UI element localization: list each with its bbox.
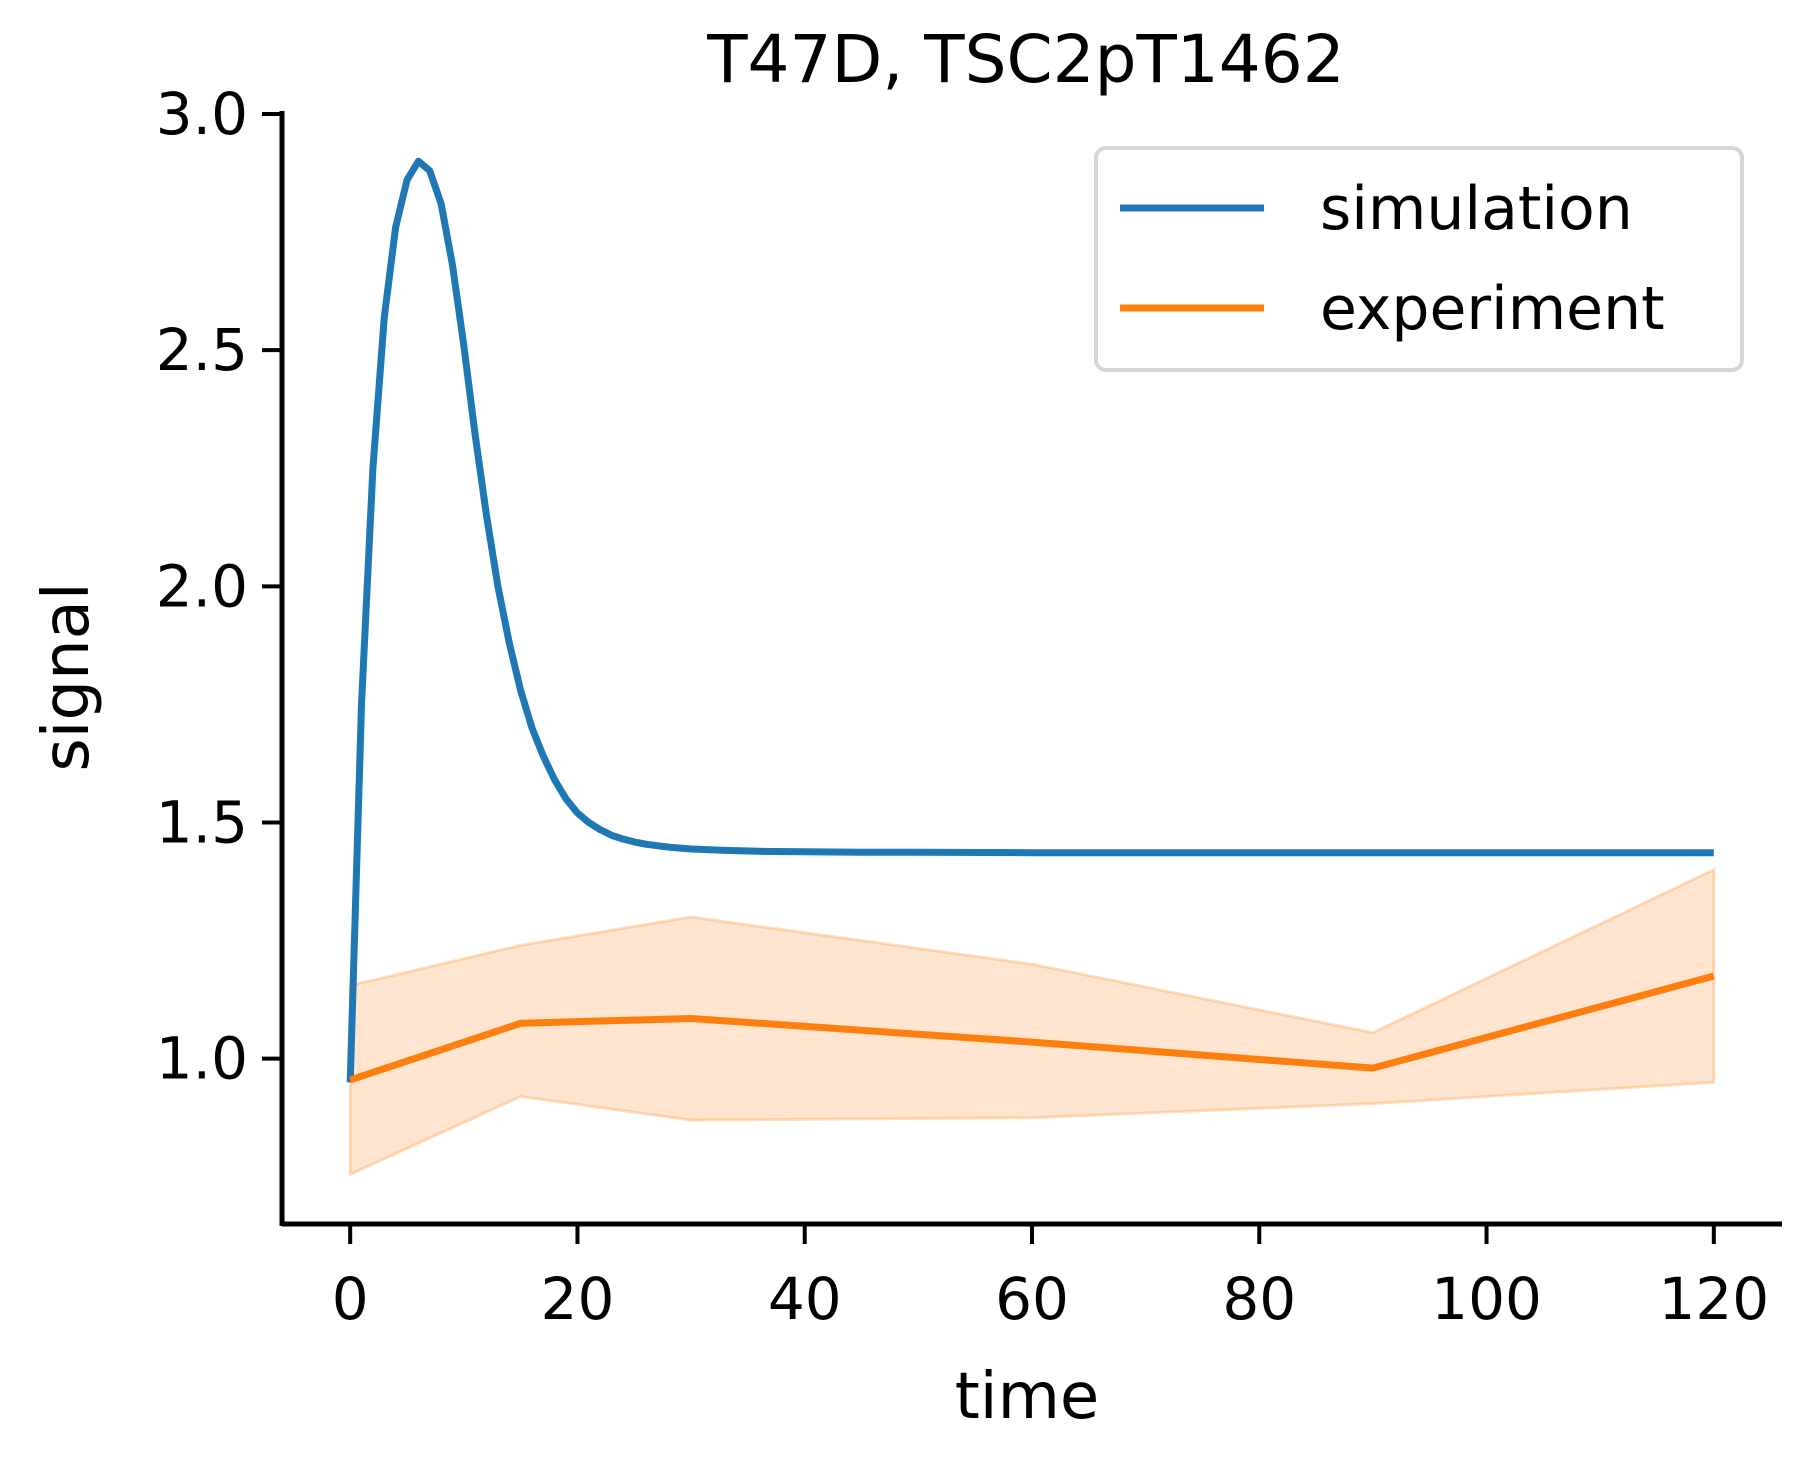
chart-title: T47D, TSC2pT1462: [706, 21, 1345, 98]
legend-box: [1094, 146, 1744, 372]
x-tick-label: 80: [1222, 1265, 1296, 1333]
y-tick-label: 3.0: [156, 80, 248, 148]
y-tick-label: 2.5: [156, 316, 248, 384]
x-tick-label: 120: [1658, 1265, 1769, 1333]
x-tick-label: 100: [1431, 1265, 1542, 1333]
legend-label-simulation: simulation: [1320, 174, 1633, 244]
x-tick-label: 20: [541, 1265, 615, 1333]
x-tick-label: 0: [332, 1265, 369, 1333]
series-experiment-band: [348, 867, 1716, 1177]
axes: 0 20 40 60 80 100 120 1.0 1.5 2.0 2.5 3.0: [156, 80, 1782, 1333]
x-tick-label: 60: [995, 1265, 1069, 1333]
x-axis-label: time: [955, 1360, 1100, 1434]
y-tick-label: 2.0: [156, 552, 248, 620]
legend-label-experiment: experiment: [1320, 274, 1665, 344]
y-tick-label: 1.5: [156, 789, 248, 857]
x-tick-label: 40: [768, 1265, 842, 1333]
y-axis-label: signal: [30, 582, 104, 771]
y-tick-label: 1.0: [156, 1025, 248, 1093]
series-experiment-line: [349, 972, 1715, 1084]
plot-area: [346, 157, 1716, 1177]
series-simulation-line: [346, 157, 1714, 1083]
legend: simulation experiment: [1094, 146, 1744, 372]
